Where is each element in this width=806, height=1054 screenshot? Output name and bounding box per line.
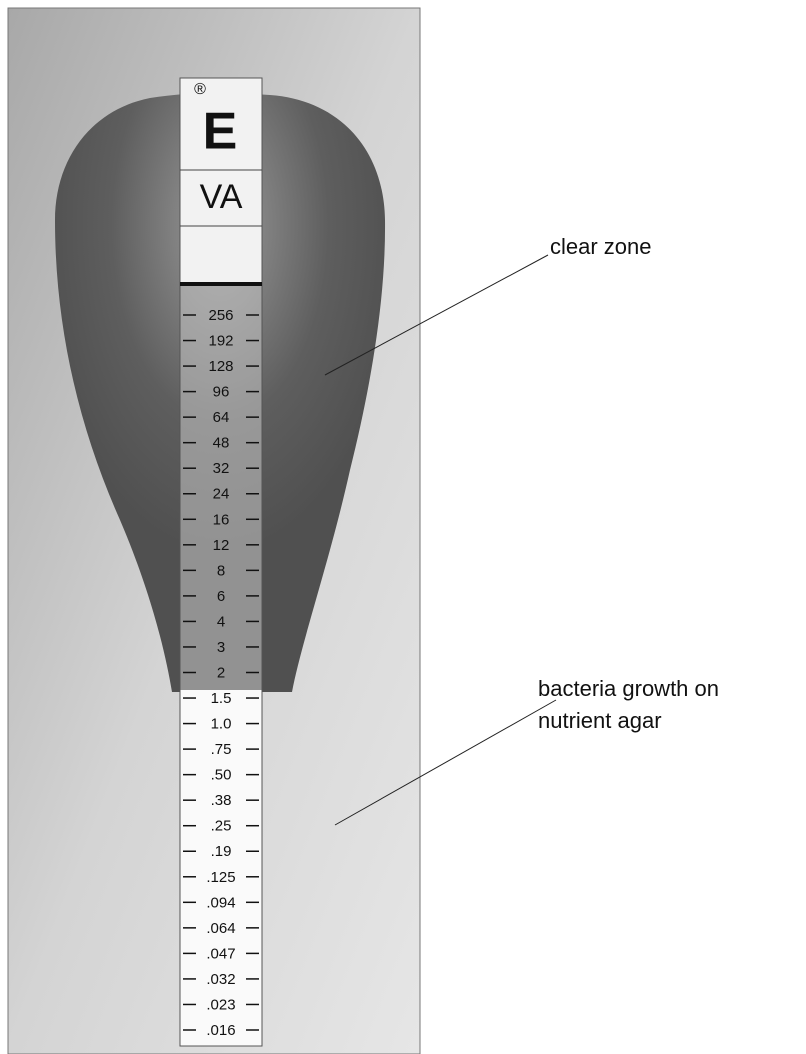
annotation-text: clear zone — [550, 234, 652, 259]
scale-label: .50 — [211, 767, 232, 784]
drug-code: VA — [200, 178, 243, 216]
scale-label: 12 — [213, 537, 230, 554]
scale-label: .032 — [206, 971, 235, 988]
pointer-line — [334, 699, 557, 826]
scale-label: .75 — [211, 741, 232, 758]
scale-label: 4 — [217, 613, 225, 630]
scale-label: 1.5 — [211, 690, 232, 707]
scale-label: .016 — [206, 1022, 235, 1039]
scale-label: 16 — [213, 511, 230, 528]
scale: 25619212896644832241612864321.51.0.75.50… — [183, 307, 259, 1039]
scale-label: .125 — [206, 869, 235, 886]
strip-head — [180, 78, 262, 283]
logo: E — [203, 103, 238, 161]
scale-label: .38 — [211, 792, 232, 809]
scale-label: 8 — [217, 562, 225, 579]
scale-label: 256 — [208, 307, 233, 324]
strip-outline — [179, 77, 263, 1047]
scale-label: 24 — [213, 486, 230, 503]
scale-label: 96 — [213, 384, 230, 401]
scale-label: 48 — [213, 435, 230, 452]
scale-label: .094 — [206, 894, 235, 911]
scale-label: .25 — [211, 818, 232, 835]
scale-label: 192 — [208, 333, 233, 350]
scale-label: 128 — [208, 358, 233, 375]
scale-label: 6 — [217, 588, 225, 605]
pointer-line — [324, 254, 549, 376]
scale-label: .064 — [206, 920, 235, 937]
scale-label: .047 — [206, 945, 235, 962]
scale-label: .19 — [211, 843, 232, 860]
scale-label: 64 — [213, 409, 230, 426]
registered-mark: ® — [194, 81, 206, 98]
annotations: clear zone bacteria growth on nutrient aga… — [538, 234, 719, 733]
annotation-text: bacteria growth on — [538, 676, 719, 701]
scale-label: 2 — [217, 664, 225, 681]
scale-label: 3 — [217, 639, 225, 656]
scale-label: 32 — [213, 460, 230, 477]
scale-label: .023 — [206, 996, 235, 1013]
annotation-text: nutrient agar — [538, 708, 662, 733]
scale-label: 1.0 — [211, 716, 232, 733]
